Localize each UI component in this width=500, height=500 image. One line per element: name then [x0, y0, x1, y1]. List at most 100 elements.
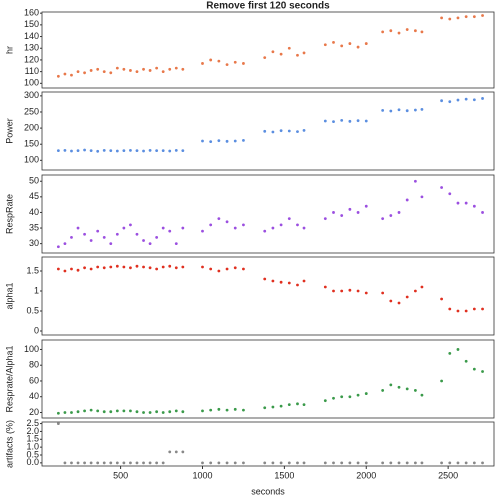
data-point — [464, 15, 468, 19]
data-point — [323, 399, 327, 403]
y-axis-label: Resprate/Alpha1 — [4, 345, 14, 412]
data-point — [115, 461, 119, 465]
data-point — [263, 56, 267, 59]
data-point — [148, 411, 152, 414]
data-point — [420, 285, 424, 289]
data-point — [129, 461, 132, 465]
data-point — [168, 450, 172, 454]
data-point — [155, 236, 159, 239]
y-tick-label: 0.0 — [26, 457, 39, 467]
data-point — [481, 211, 484, 214]
data-point — [323, 43, 327, 47]
data-point — [233, 461, 237, 465]
data-point — [356, 211, 360, 214]
data-point — [332, 461, 335, 465]
data-point — [263, 129, 267, 133]
data-point — [464, 359, 468, 363]
data-point — [70, 411, 73, 414]
data-point — [115, 232, 119, 236]
y-tick-label: 100 — [24, 155, 39, 165]
data-point — [83, 461, 86, 465]
data-point — [397, 108, 401, 112]
data-point — [76, 70, 80, 74]
data-point — [302, 128, 306, 132]
data-point — [481, 14, 484, 17]
data-point — [109, 71, 113, 75]
data-point — [109, 410, 113, 414]
data-point — [217, 139, 221, 143]
data-point — [413, 289, 417, 293]
data-point — [168, 229, 172, 233]
data-point — [122, 409, 126, 413]
data-point — [448, 307, 452, 311]
data-point — [102, 410, 106, 414]
data-point — [161, 226, 165, 230]
data-point — [279, 404, 283, 408]
data-point — [102, 461, 106, 465]
data-point — [217, 461, 221, 465]
data-point — [129, 223, 132, 227]
y-tick-label: 200 — [24, 122, 39, 132]
data-point — [83, 409, 86, 413]
data-point — [420, 108, 424, 111]
data-point — [76, 461, 80, 465]
data-point — [70, 236, 73, 239]
data-point — [381, 461, 385, 465]
data-point — [122, 149, 126, 153]
x-axis-label: seconds — [251, 486, 285, 496]
data-point — [397, 385, 401, 389]
data-point — [364, 119, 368, 123]
data-point — [440, 186, 443, 189]
data-point — [142, 265, 145, 269]
data-point — [271, 405, 275, 409]
data-point — [115, 409, 119, 413]
data-point — [161, 461, 165, 465]
y-tick-label: 2.0 — [26, 426, 39, 436]
y-tick-label: 130 — [24, 43, 39, 53]
data-point — [381, 291, 385, 295]
y-tick-label: 110 — [25, 66, 39, 76]
data-point — [209, 140, 213, 144]
data-point — [440, 16, 443, 20]
data-point — [348, 461, 352, 465]
data-point — [242, 62, 245, 65]
data-point — [397, 301, 401, 305]
data-point — [102, 70, 106, 74]
data-point — [129, 266, 132, 270]
panel — [41, 91, 495, 171]
data-point — [109, 242, 113, 246]
data-point — [102, 148, 106, 152]
data-point — [63, 461, 67, 465]
data-point — [129, 409, 132, 413]
data-point — [129, 148, 132, 152]
y-tick-label: 300 — [24, 90, 39, 100]
data-point — [420, 393, 424, 397]
data-point — [332, 396, 335, 400]
data-point — [389, 383, 393, 387]
data-point — [70, 461, 73, 465]
data-point — [287, 403, 291, 407]
data-point — [420, 195, 424, 199]
y-tick-label: 50 — [29, 176, 39, 186]
data-point — [440, 461, 443, 465]
data-point — [209, 223, 213, 227]
y-tick-label: 250 — [24, 106, 39, 116]
data-point — [168, 149, 172, 153]
panel — [41, 256, 495, 336]
data-point — [279, 52, 283, 56]
data-point — [440, 99, 443, 103]
data-point — [135, 232, 139, 236]
data-point — [356, 461, 360, 465]
data-point — [63, 411, 67, 414]
y-tick-label: 1.5 — [26, 434, 39, 444]
data-point — [405, 461, 409, 465]
data-point — [209, 58, 213, 62]
data-point — [332, 120, 335, 124]
data-point — [364, 461, 368, 465]
data-point — [287, 129, 291, 133]
data-point — [472, 307, 476, 311]
data-point — [356, 45, 360, 49]
data-point — [456, 201, 460, 205]
y-tick-label: 0 — [34, 325, 39, 335]
